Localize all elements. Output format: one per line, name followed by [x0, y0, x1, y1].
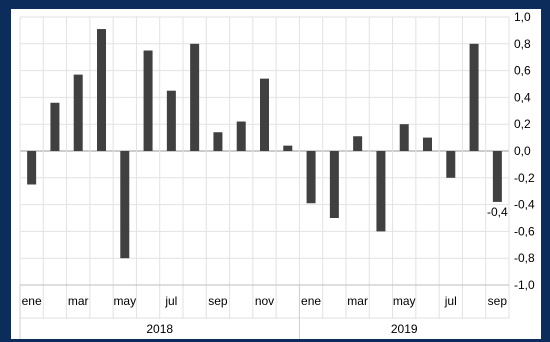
bar-may: [399, 124, 409, 151]
chart-panel: ene mar may jul sep nov ene mar may jul sep 2018 201…: [11, 9, 541, 339]
year-label: 2019: [391, 322, 418, 336]
y-tick-label: 0,8: [514, 37, 531, 51]
bar-ago: [469, 43, 479, 151]
bar-feb: [50, 102, 60, 151]
bars: [27, 29, 502, 259]
y-axis: 1,0 0,8 0,6 0,4 0,2 0,0 -0,2 -0,4 -0,6 -0,8 -1,0: [514, 10, 535, 292]
y-tick-label: 0,6: [514, 64, 531, 78]
y-tick-label: -0,2: [514, 171, 535, 185]
bar-may: [120, 151, 130, 259]
x-tick-label: mar: [347, 294, 368, 308]
bar-mar: [353, 136, 363, 151]
x-tick-label: jul: [164, 294, 177, 308]
bar-jul: [166, 90, 176, 151]
bar-chart: ene mar may jul sep nov ene mar may jul sep 2018 201…: [19, 10, 535, 339]
x-tick-label: jul: [444, 294, 457, 308]
bar-jun: [423, 137, 432, 151]
y-tick-label: -0,6: [514, 224, 535, 238]
x-tick-label: sep: [488, 294, 508, 308]
bar-oct: [236, 121, 246, 151]
bar-sep: [492, 151, 502, 202]
x-tick-label: sep: [208, 294, 228, 308]
x-tick-label: ene: [22, 294, 42, 308]
y-tick-label: 0,4: [514, 90, 531, 104]
y-tick-label: -0,8: [514, 251, 535, 265]
bar-feb: [329, 151, 339, 218]
bar-ene: [306, 151, 316, 204]
gridlines: [19, 16, 510, 319]
bar-jun: [143, 50, 153, 151]
bar-sep: [213, 132, 223, 151]
x-tick-label: may: [393, 294, 416, 308]
x-tick-label: may: [113, 294, 136, 308]
bar-dic: [283, 145, 293, 151]
x-tick-label: mar: [68, 294, 89, 308]
x-tick-label: nov: [255, 294, 274, 308]
data-label: -0,4: [487, 205, 508, 219]
y-tick-label: 1,0: [514, 10, 531, 24]
bar-nov: [260, 78, 269, 151]
bar-mar: [73, 74, 83, 151]
bar-abr: [376, 151, 386, 232]
bar-ene: [27, 151, 37, 185]
x-tick-label: ene: [301, 294, 321, 308]
y-tick-label: 0,0: [514, 144, 531, 158]
year-label: 2018: [146, 322, 173, 336]
bar-abr: [97, 29, 106, 152]
x-axis: ene mar may jul sep nov ene mar may jul sep 2018 201…: [19, 284, 509, 339]
bar-ago: [190, 43, 200, 151]
y-tick-label: -1,0: [514, 278, 535, 292]
bar-jul: [446, 151, 456, 178]
y-tick-label: 0,2: [514, 117, 531, 131]
data-labels: -0,4: [487, 205, 508, 219]
y-tick-label: -0,4: [514, 198, 535, 212]
